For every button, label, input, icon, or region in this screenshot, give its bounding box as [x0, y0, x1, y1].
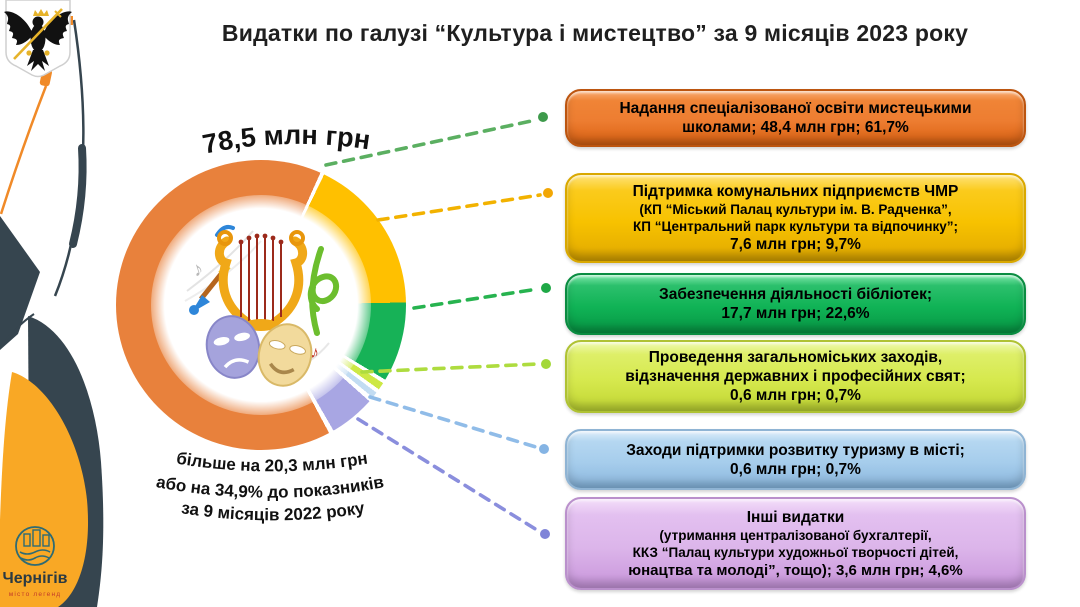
callout-line: КП “Центральний парк культури та відпочи…: [633, 219, 958, 234]
comedy-mask-icon: [257, 323, 313, 387]
dark-wedge: [0, 216, 40, 350]
treble-clef-icon: [307, 246, 340, 336]
connector-dot-3: [541, 283, 551, 293]
sidebar-decoration: Чернігів місто легенд: [0, 0, 104, 607]
callout-line: 0,6 млн грн; 0,7%: [730, 387, 861, 404]
city-tagline-label: місто легенд: [9, 590, 62, 598]
callout-line: школами; 48,4 млн грн; 61,7%: [682, 119, 909, 136]
callout-box-city-events: Проведення загальноміських заходів, відз…: [565, 340, 1026, 413]
callout-line: 7,6 млн грн; 9,7%: [730, 236, 861, 253]
callout-line: Надання спеціалізованої освіти мистецьки…: [619, 100, 972, 117]
callout-line: 0,6 млн грн; 0,7%: [730, 460, 861, 478]
svg-text:більше на 20,3 млн грн: більше на 20,3 млн грн: [175, 449, 369, 476]
connector-line-6: [356, 417, 539, 532]
connector-line-2: [376, 193, 542, 222]
callout-box-tourism: Заходи підтримки розвитку туризму в міст…: [565, 429, 1026, 490]
connector-dot-4: [541, 359, 551, 369]
city-name-label: Чернігів: [3, 570, 68, 587]
chernihiv-city-logo-icon: Чернігів місто легенд: [3, 526, 68, 598]
callout-box-other-expenses: Інші видатки (утримання централізованої …: [565, 497, 1026, 590]
connector-dot-2: [543, 188, 553, 198]
tragedy-mask-icon: [205, 315, 261, 379]
callout-line: Проведення загальноміських заходів,: [648, 349, 943, 366]
svg-text:або на 34,9% до показників: або на 34,9% до показників: [155, 472, 385, 501]
callout-line: Заходи підтримки розвитку туризму в міст…: [626, 441, 965, 459]
lyre-icon: [214, 230, 308, 331]
amber-leaf-shape: [0, 372, 89, 607]
connector-line-5: [368, 395, 538, 449]
callout-line: Підтримка комунальних підприємств ЧМР: [632, 183, 959, 200]
callout-line: відзначення державних і професійних свят…: [625, 368, 966, 385]
callout-box-art-schools: Надання спеціалізованої освіти мистецьки…: [565, 89, 1026, 147]
donut-note: більше на 20,3 млн грн або на 34,9% до п…: [155, 449, 385, 525]
callout-line: 17,7 млн грн; 22,6%: [721, 305, 870, 322]
callout-line: юнацтва та молоді”, тощо); 3,6 млн грн; …: [628, 561, 963, 579]
callout-line: (КП “Міський Палац культури ім. В. Радче…: [639, 202, 952, 217]
connector-dot-6: [540, 529, 550, 539]
connector-line-1: [324, 118, 538, 167]
orange-curve: [0, 85, 48, 215]
callout-line: (утримання централізованої бухгалтерії,: [659, 527, 932, 543]
callout-line: Забезпечення діяльності бібліотек;: [659, 286, 932, 303]
callout-line: Інші видатки: [746, 508, 845, 526]
callout-line: ККЗ “Палац культури художньої творчості …: [632, 544, 959, 560]
dark-blade: [69, 144, 87, 248]
page-title: Видатки по галузі “Культура і мистецтво”…: [221, 20, 969, 46]
connector-line-3: [412, 287, 540, 310]
svg-text:за 9 місяців 2022 року: за 9 місяців 2022 року: [180, 498, 366, 524]
donut-total-label: 78,5 млн грн: [200, 120, 372, 160]
callout-box-municipal-enterprises: Підтримка комунальних підприємств ЧМР (К…: [565, 173, 1026, 263]
connector-dot-5: [539, 444, 549, 454]
chernihiv-eagle-crest-icon: [4, 0, 72, 78]
dark-wedge-line: [0, 313, 35, 349]
arts-illustration-icon: ♪ ♪: [171, 215, 351, 395]
connector-dot-1: [538, 112, 548, 122]
callout-box-libraries: Забезпечення діяльності бібліотек; 17,7 …: [565, 273, 1026, 335]
